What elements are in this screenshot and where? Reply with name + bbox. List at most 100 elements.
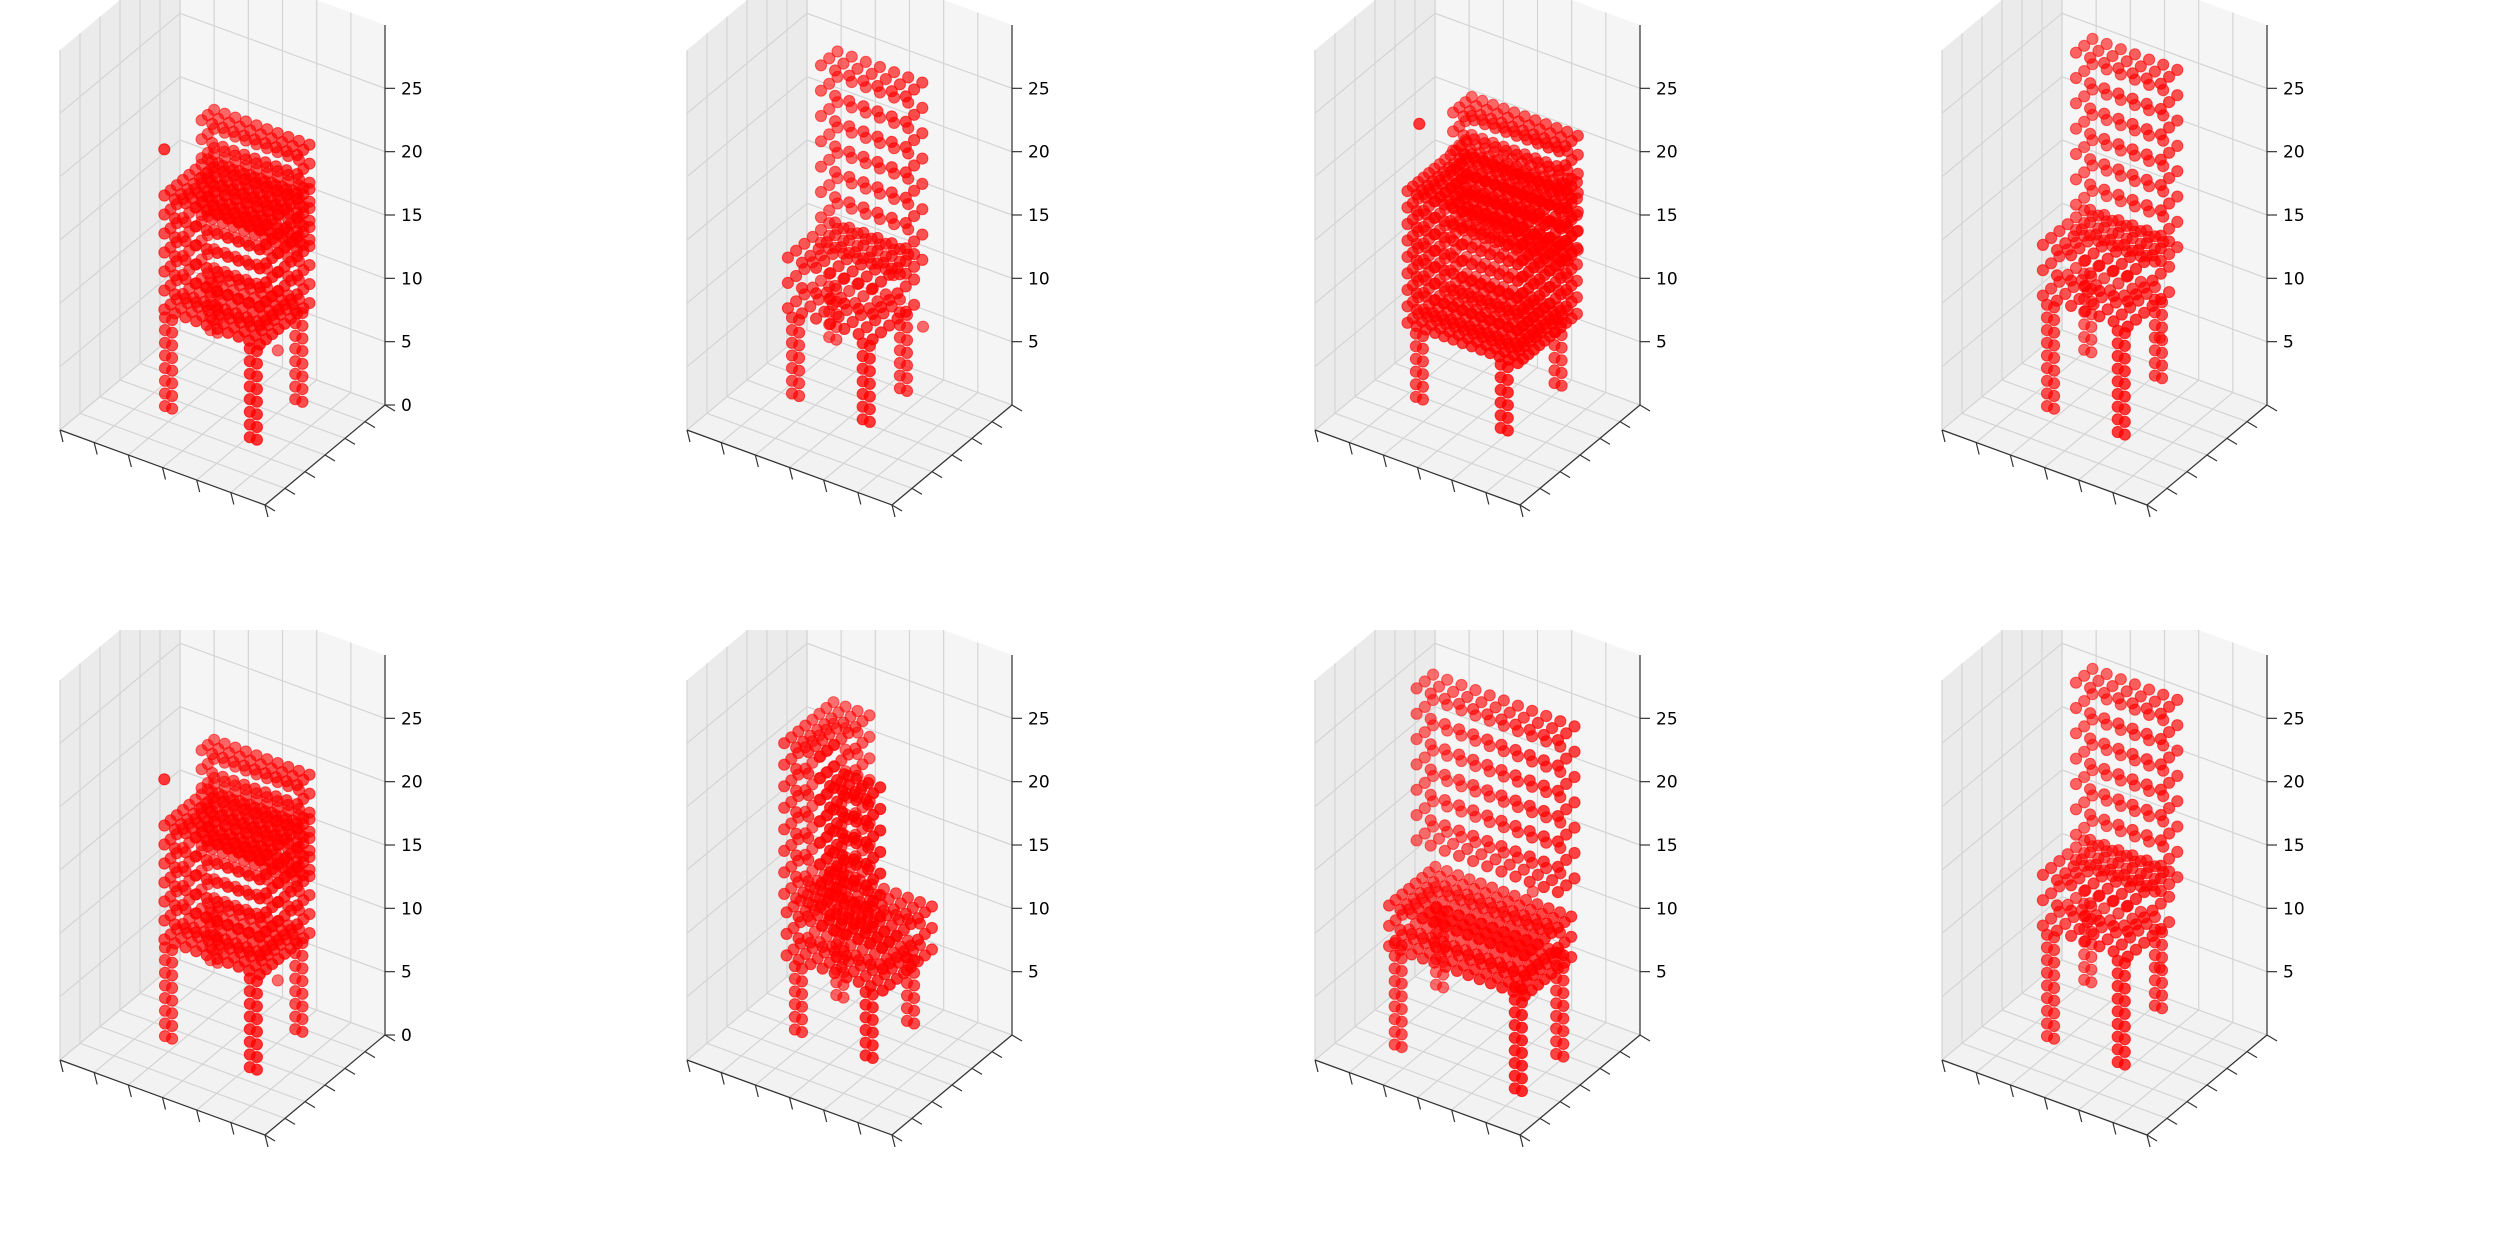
scatter-point xyxy=(253,262,266,275)
wall-gridline xyxy=(179,329,386,406)
scatter-point xyxy=(259,137,272,150)
scatter-point xyxy=(296,1013,309,1026)
scatter-point xyxy=(1553,145,1566,158)
scatter-point xyxy=(1416,952,1430,965)
scatter-point xyxy=(2143,53,2156,66)
scatter-point xyxy=(793,389,806,403)
scatter3d-panel-7: 5 10 15 20 25 xyxy=(1314,630,1678,1148)
scatter-point xyxy=(840,949,853,962)
scatter-point xyxy=(211,914,224,927)
scatter-point xyxy=(2154,77,2167,90)
scatter-point xyxy=(2155,334,2169,347)
x-tick xyxy=(2146,504,2151,518)
scatter-point xyxy=(2106,50,2119,63)
scatter-point xyxy=(916,253,929,266)
floor-gridline xyxy=(686,329,808,431)
scatter-point xyxy=(866,1026,879,1039)
x-tick xyxy=(857,492,862,505)
scatter-point xyxy=(221,937,235,950)
scatter-point xyxy=(781,276,794,289)
scatter-point xyxy=(1517,711,1530,724)
scatter-point xyxy=(211,838,224,851)
scatter-point xyxy=(253,281,266,294)
scatter-point xyxy=(2146,249,2159,262)
floor-gridline xyxy=(159,976,366,1053)
scatter-point xyxy=(2154,872,2167,885)
scatter-point xyxy=(296,319,309,332)
scatter-point xyxy=(1438,718,1451,731)
y-tick xyxy=(1639,404,1651,412)
scatter-point xyxy=(211,208,224,221)
scatter-point xyxy=(1500,125,1513,138)
scatter-point xyxy=(2098,686,2111,700)
wall-gridline xyxy=(59,139,181,241)
scatter-point xyxy=(2087,877,2100,890)
scatter-point xyxy=(1495,764,1508,777)
scatter-point xyxy=(2163,776,2176,789)
scatter-point xyxy=(804,915,817,928)
x-tick xyxy=(1451,1109,1456,1123)
scatter-point xyxy=(831,45,844,58)
x-tick xyxy=(1416,467,1422,480)
scatter-point xyxy=(200,300,213,313)
scatter-point xyxy=(852,954,865,967)
scatter-point xyxy=(232,941,245,954)
scatter-point xyxy=(829,216,842,229)
scatter-point xyxy=(2067,230,2080,243)
scatter-point xyxy=(1523,850,1536,863)
scatter-point xyxy=(2154,229,2167,242)
scatter-point xyxy=(2065,879,2078,892)
y-tick xyxy=(304,471,316,479)
scatter-point xyxy=(899,267,912,280)
scatter-point xyxy=(2084,846,2097,859)
scatter-point xyxy=(876,941,889,954)
scatter-point xyxy=(814,879,827,892)
y-tick xyxy=(1519,1134,1531,1142)
scatter-point xyxy=(2154,178,2167,192)
scatter-point xyxy=(873,60,886,74)
scatter-point xyxy=(2155,989,2169,1002)
scatter-point xyxy=(2171,63,2184,77)
scatter-point xyxy=(863,377,876,390)
scatter-point xyxy=(2084,897,2097,910)
scatter-point xyxy=(860,836,873,849)
scatter-point xyxy=(1450,944,1464,957)
scatter-point xyxy=(2036,919,2049,932)
scatter-point xyxy=(848,831,861,844)
scatter-point xyxy=(1437,981,1450,994)
scatter-point xyxy=(1481,733,1494,746)
scatter-point xyxy=(793,326,806,339)
scatter-point xyxy=(232,273,245,286)
scatter-point xyxy=(158,819,171,832)
scatter-point xyxy=(852,277,865,290)
scatter-point xyxy=(2163,726,2176,739)
scatter-point xyxy=(863,415,876,428)
x-tick xyxy=(2009,454,2014,468)
scatter-point xyxy=(863,390,876,403)
scatter-point xyxy=(158,246,171,259)
scatter-point xyxy=(291,168,304,181)
scatter-point xyxy=(848,896,861,909)
scatter-point xyxy=(2163,878,2176,891)
scatter-point xyxy=(1395,977,1408,990)
scatter-point xyxy=(166,1007,179,1020)
scatter-point xyxy=(2036,264,2049,277)
scatter-point xyxy=(2084,178,2097,191)
scatter-point xyxy=(1501,386,1514,399)
scatter-point xyxy=(158,933,171,946)
scatter-point xyxy=(2155,938,2169,951)
scatter-point xyxy=(2065,904,2078,917)
scatter-point xyxy=(200,949,213,962)
scatter-point xyxy=(810,287,823,300)
scatter-point xyxy=(843,94,856,108)
scatter-point xyxy=(2163,197,2176,210)
scatter-point xyxy=(1416,932,1430,945)
scatter-point xyxy=(296,949,309,962)
scatter-point xyxy=(243,888,256,901)
y-tick xyxy=(344,437,356,445)
scatter-point xyxy=(243,258,256,271)
scatter-point xyxy=(829,115,842,128)
scatter-point xyxy=(211,303,224,316)
scatter-point xyxy=(883,294,896,307)
scatter-point xyxy=(1489,141,1502,154)
